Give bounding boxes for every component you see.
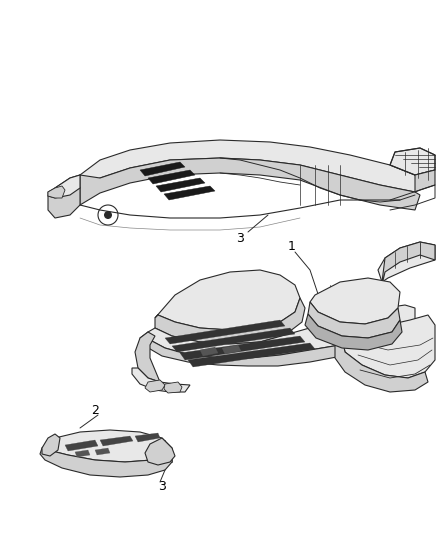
Polygon shape — [65, 440, 98, 451]
Polygon shape — [200, 347, 218, 356]
Polygon shape — [155, 298, 305, 344]
Polygon shape — [135, 433, 160, 442]
Polygon shape — [78, 158, 420, 210]
Polygon shape — [308, 302, 400, 338]
Polygon shape — [145, 438, 175, 465]
Polygon shape — [164, 186, 215, 200]
Polygon shape — [222, 345, 241, 354]
Polygon shape — [95, 448, 110, 455]
Polygon shape — [342, 315, 435, 378]
Text: 3: 3 — [158, 481, 166, 494]
Polygon shape — [172, 328, 295, 352]
Polygon shape — [415, 170, 435, 192]
Polygon shape — [188, 343, 315, 367]
Polygon shape — [180, 336, 305, 360]
Circle shape — [104, 211, 112, 219]
Polygon shape — [140, 162, 185, 176]
Polygon shape — [135, 332, 160, 382]
Polygon shape — [48, 175, 80, 218]
Polygon shape — [310, 278, 400, 324]
Polygon shape — [100, 436, 133, 446]
Polygon shape — [148, 305, 415, 358]
Text: 3: 3 — [236, 231, 244, 245]
Polygon shape — [165, 320, 285, 344]
Polygon shape — [382, 242, 435, 285]
Polygon shape — [148, 170, 195, 184]
Polygon shape — [140, 325, 418, 366]
Text: 2: 2 — [91, 403, 99, 416]
Polygon shape — [132, 368, 190, 392]
Text: 1: 1 — [288, 240, 296, 254]
Polygon shape — [40, 448, 172, 477]
Polygon shape — [48, 175, 80, 198]
Polygon shape — [164, 382, 182, 393]
Polygon shape — [155, 270, 300, 330]
Polygon shape — [390, 148, 435, 175]
Polygon shape — [42, 434, 60, 456]
Polygon shape — [75, 450, 90, 457]
Polygon shape — [335, 338, 428, 392]
Polygon shape — [78, 140, 420, 192]
Polygon shape — [378, 242, 435, 282]
Polygon shape — [156, 178, 205, 192]
Polygon shape — [305, 314, 402, 350]
Polygon shape — [42, 430, 172, 462]
Polygon shape — [48, 186, 65, 198]
Polygon shape — [145, 380, 165, 392]
